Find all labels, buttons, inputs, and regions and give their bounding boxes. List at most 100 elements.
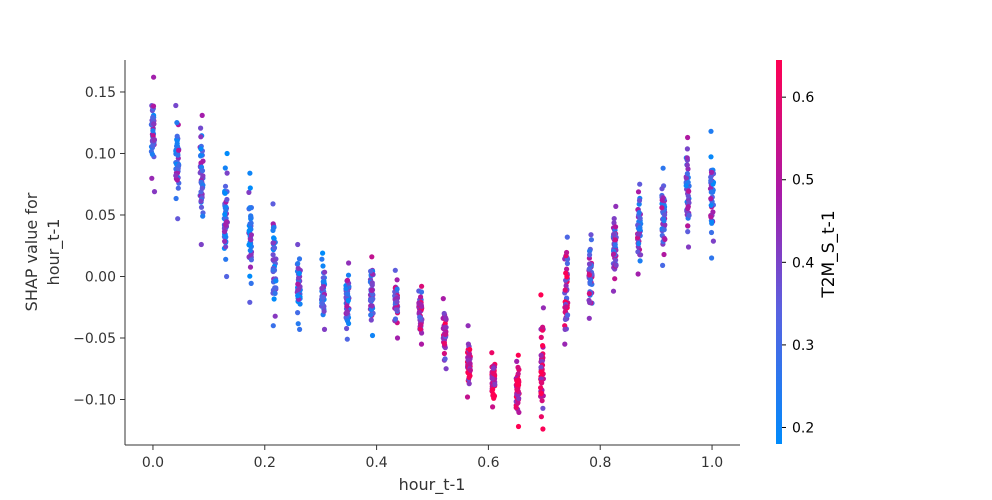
scatter-point xyxy=(246,242,252,248)
scatter-point xyxy=(441,340,447,346)
scatter-point xyxy=(538,390,544,397)
scatter-point xyxy=(562,316,569,322)
scatter-point xyxy=(320,275,326,281)
scatter-point xyxy=(562,287,568,293)
scatter-point xyxy=(248,213,254,219)
colorbar-ticks: 0.2 0.3 0.4 0.5 0.6 xyxy=(782,90,814,436)
scatter-point xyxy=(538,414,545,420)
scatter-point xyxy=(198,146,204,152)
scatter-point xyxy=(150,143,156,149)
scatter-point xyxy=(515,364,521,370)
scatter-point xyxy=(562,326,568,332)
y-axis-label-line-1-text: SHAP value for xyxy=(22,192,41,311)
scatter-point xyxy=(443,366,449,372)
scatter-point xyxy=(515,371,521,377)
scatter-point xyxy=(613,262,619,268)
scatter-point xyxy=(709,219,715,225)
scatter-point xyxy=(394,277,400,283)
scatter-point xyxy=(685,166,691,172)
x-tick-label: 0.4 xyxy=(365,455,387,471)
scatter-point xyxy=(247,205,253,211)
scatter-point xyxy=(368,268,374,274)
x-tick-label: 1.0 xyxy=(701,455,723,471)
scatter-point xyxy=(683,183,689,189)
scatter-point xyxy=(272,290,278,296)
scatter-point xyxy=(636,197,643,204)
scatter-point xyxy=(173,173,179,179)
scatter-point xyxy=(296,270,302,276)
y-tick-label: 0.15 xyxy=(85,85,116,101)
scatter-point xyxy=(271,296,277,302)
scatter-point xyxy=(538,369,544,375)
colorbar-tick-label: 0.2 xyxy=(792,420,814,436)
scatter-point xyxy=(661,227,667,233)
scatter-point xyxy=(344,310,350,316)
scatter-point xyxy=(417,315,423,321)
y-tick-label: 0.00 xyxy=(85,269,116,285)
y-axis-ticks: −0.10 −0.05 0.00 0.05 0.10 0.15 xyxy=(73,85,125,408)
scatter-point xyxy=(540,405,546,411)
scatter-point xyxy=(295,310,301,316)
scatter-point xyxy=(441,350,447,357)
scatter-point xyxy=(150,128,156,134)
scatter-point xyxy=(270,240,276,246)
colorbar-label: T2M_S_t-1 xyxy=(819,210,839,298)
scatter-point xyxy=(175,152,181,158)
scatter-point xyxy=(222,211,228,217)
scatter-point xyxy=(586,272,593,278)
scatter-point xyxy=(588,277,594,283)
y-tick-label: 0.10 xyxy=(85,146,116,162)
scatter-point xyxy=(151,189,158,195)
scatter-point xyxy=(465,341,471,347)
scatter-point xyxy=(199,152,205,158)
scatter-point xyxy=(222,183,229,189)
scatter-point xyxy=(710,209,716,215)
scatter-point xyxy=(685,134,691,141)
scatter-point xyxy=(173,102,179,109)
scatter-point xyxy=(540,343,546,349)
scatter-point xyxy=(345,272,352,278)
scatter-point xyxy=(200,173,206,179)
scatter-point xyxy=(174,141,180,147)
scatter-point xyxy=(538,292,544,298)
scatter-point xyxy=(320,279,326,285)
scatter-point xyxy=(223,219,230,225)
scatter-point xyxy=(346,320,352,327)
scatter-point xyxy=(344,277,351,283)
scatter-point xyxy=(588,237,595,243)
scatter-point xyxy=(320,250,326,256)
scatter-point xyxy=(514,358,520,364)
scatter-point xyxy=(686,188,692,194)
scatter-point xyxy=(270,267,276,273)
scatter-point xyxy=(297,326,303,332)
scatter-point xyxy=(586,291,593,297)
scatter-point xyxy=(637,258,643,264)
scatter-point xyxy=(685,223,691,229)
scatter-point xyxy=(222,165,228,171)
scatter-point xyxy=(223,256,229,262)
scatter-point xyxy=(221,229,228,235)
scatter-point xyxy=(322,269,328,275)
scatter-point xyxy=(538,334,544,340)
scatter-point xyxy=(708,178,714,184)
scatter-point xyxy=(320,294,326,300)
colorbar xyxy=(776,60,782,444)
scatter-point xyxy=(223,207,229,213)
x-tick-label: 0.6 xyxy=(477,455,499,471)
scatter-point xyxy=(151,137,157,143)
scatter-point xyxy=(659,197,665,203)
scatter-point xyxy=(660,262,666,268)
scatter-point xyxy=(611,231,617,237)
scatter-point xyxy=(563,270,569,276)
scatter-point xyxy=(489,375,495,381)
scatter-point xyxy=(271,224,277,230)
scatter-point xyxy=(199,185,205,191)
scatter-point xyxy=(394,335,401,341)
scatter-point xyxy=(636,231,642,237)
scatter-point xyxy=(635,189,642,195)
scatter-point xyxy=(394,299,400,305)
scatter-point xyxy=(224,273,230,280)
scatter-point xyxy=(295,281,301,287)
scatter-point xyxy=(247,273,253,279)
